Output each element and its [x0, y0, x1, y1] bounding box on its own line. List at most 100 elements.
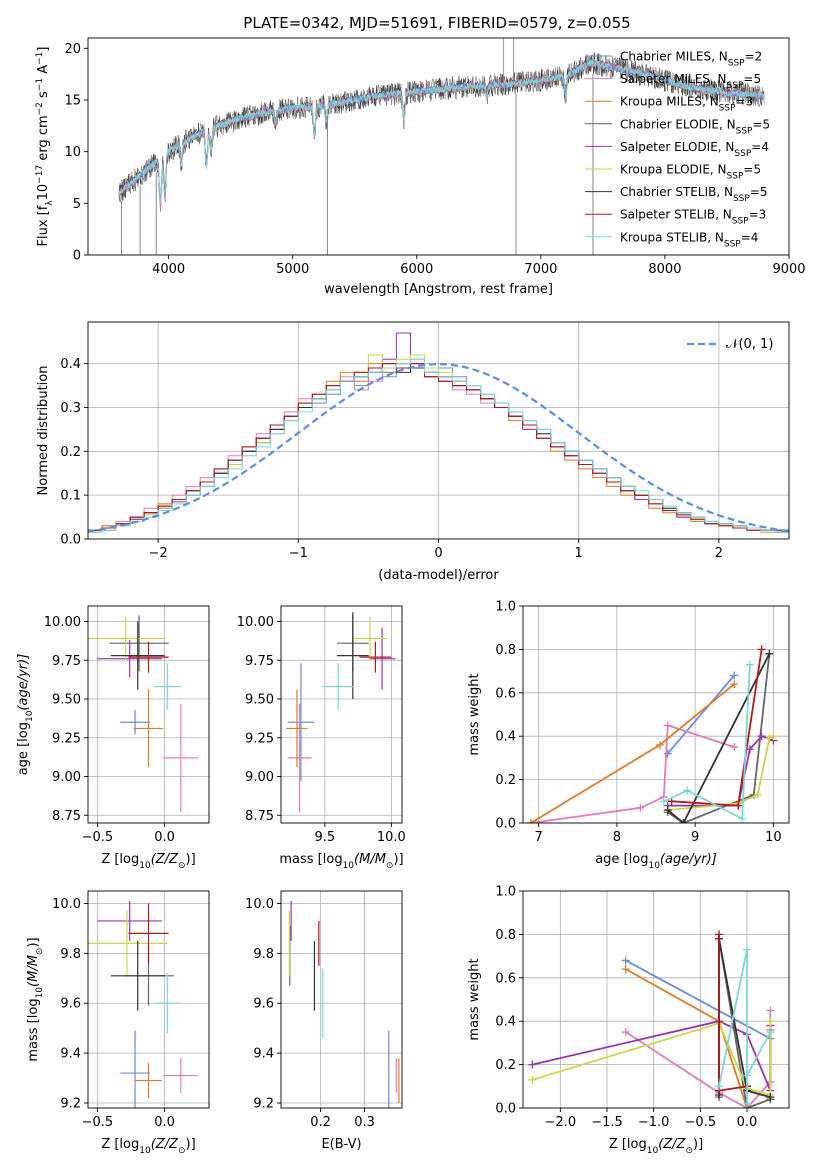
errorbar-chabrier-stelib: [110, 621, 165, 690]
weight-marker: [528, 1075, 537, 1084]
legend-label: Kroupa STELIB, NSSP=4: [620, 230, 758, 249]
x-axis-label: mass [log10(M/M⊙)]: [279, 852, 403, 871]
weight-line-chabrier-miles: [667, 674, 735, 755]
errorbar-salpeter-miles: [163, 1058, 199, 1094]
x-tick-label: 0.0: [154, 1115, 175, 1130]
errorbar-chabrier-stelib: [336, 612, 369, 699]
weight-marker: [753, 790, 762, 799]
label-part: 2: [755, 50, 763, 64]
y-axis-label: mass [log10(M/M⊙)]: [26, 937, 45, 1061]
errorbar-salpeter-miles: [163, 703, 199, 813]
x-tick-label: −0.5: [82, 1115, 114, 1130]
errorbar-salpeter-stelib: [359, 641, 392, 673]
label-part: , N: [707, 230, 724, 244]
label-part: ]: [36, 47, 51, 52]
y-tick-label: 0.0: [495, 817, 516, 832]
weight-marker: [730, 743, 739, 752]
axes-frame: [522, 605, 790, 824]
x-tick-label: −0.5: [82, 830, 114, 845]
x-axis-label: wavelength [Angstrom, rest frame]: [324, 282, 553, 297]
y-tick-label: 10.0: [52, 897, 81, 912]
weight-lines: [526, 645, 778, 823]
label-part: 3: [746, 95, 754, 109]
x-tick-label: −2: [149, 546, 168, 561]
x-tick-label: 7: [535, 830, 543, 845]
y-tick-label: 9.4: [253, 1047, 274, 1062]
y-tick-label: 0.0: [495, 1102, 516, 1117]
x-axis-label: E(B-V): [321, 1137, 361, 1152]
label-part: SSP: [734, 149, 751, 159]
weight-marker: [743, 1099, 751, 1108]
label-part: SSP: [733, 194, 750, 204]
weight-marker: [757, 645, 766, 654]
label-part: Salpeter STELIB: [620, 208, 715, 222]
x-tick-label: 4000: [152, 262, 185, 277]
weight-marker: [730, 680, 739, 689]
weight-line-salpeter-miles: [625, 1010, 772, 1108]
label-part: , N: [711, 50, 728, 64]
weight-marker: [715, 930, 723, 939]
axes-frame: [87, 37, 790, 256]
label-part: SSP: [727, 81, 744, 91]
y-tick-label: 20: [64, 42, 81, 57]
label-part: Z [log: [609, 1137, 647, 1152]
axes-frame: [87, 605, 210, 824]
label-part: , N: [716, 185, 733, 199]
label-part: )]: [186, 852, 196, 867]
legend-entry: Salpeter STELIB, NSSP=3: [585, 208, 766, 227]
weight-marker: [766, 1028, 775, 1037]
x-tick-label: 2: [715, 546, 723, 561]
label-part: )]: [693, 1137, 703, 1152]
y-tick-label: 0.4: [495, 1015, 516, 1030]
y-tick-label: 9.25: [52, 731, 81, 746]
y-tick-label: 0.6: [495, 686, 516, 701]
x-tick-label: −1.0: [638, 1115, 670, 1130]
y-tick-label: 9.75: [52, 654, 81, 669]
weight-marker: [766, 1093, 775, 1102]
label-part: SSP: [728, 59, 745, 69]
label-part: (Z/Z: [151, 1137, 179, 1152]
x-tick-label: 9: [691, 830, 699, 845]
y-axis-label: Flux [fλ10−17 erg cm−2 s−1 A−1]: [35, 47, 55, 247]
label-part: =: [752, 117, 762, 131]
errorbar-kroupa-miles: [286, 689, 308, 768]
legend-label: Salpeter ELODIE, NSSP=4: [620, 140, 769, 159]
y-axis-label: mass weight: [467, 958, 482, 1040]
label-part: Kroupa ELODIE: [620, 163, 710, 177]
label-part: 10: [139, 1146, 151, 1156]
label-part: , N: [718, 140, 735, 154]
weight-marker: [663, 749, 672, 758]
label-part: Kroupa MILES: [620, 95, 702, 109]
legend-entry: Kroupa MILES, NSSP=3: [585, 95, 753, 114]
x-tick-label: −0.5: [685, 1115, 717, 1130]
x-tick-label: 1: [575, 546, 583, 561]
y-tick-label: 8.75: [245, 809, 274, 824]
errorbar-salpeter-elodie: [97, 900, 162, 941]
label-part: (M/M: [26, 955, 41, 987]
figure-title: PLATE=0342, MJD=51691, FIBERID=0579, z=0…: [243, 14, 630, 32]
weight-marker: [659, 797, 668, 806]
label-part: , N: [702, 95, 719, 109]
mass-vs-metallicity-panel: −0.5 0.09.29.49.69.810.0Z [log10(Z/Z⊙)]ma…: [26, 890, 210, 1156]
weight-line-kroupa-miles: [530, 683, 735, 823]
errorbar-salpeter-elodie: [97, 640, 162, 678]
y-tick-label: 0.2: [495, 773, 516, 788]
weight-marker: [621, 956, 630, 965]
weight-line-salpeter-stelib: [671, 649, 763, 807]
label-part: =: [750, 185, 760, 199]
x-tick-label: 0: [434, 546, 442, 561]
label-part: Chabrier ELODIE: [620, 117, 719, 131]
legend-entry: Kroupa STELIB, NSSP=4: [585, 230, 758, 249]
label-part: (Z/Z: [151, 852, 179, 867]
label-part: Z [log: [101, 852, 139, 867]
spectrum-kroupa-stelib: [118, 59, 765, 205]
x-tick-label: 9.5: [315, 830, 336, 845]
x-tick-label: 10: [765, 830, 782, 845]
weight-marker: [743, 945, 751, 954]
weight-marker: [766, 1006, 775, 1015]
x-tick-label: 0.3: [354, 1115, 375, 1130]
weight-marker: [765, 649, 774, 658]
x-tick-label: 0.0: [737, 1115, 758, 1130]
